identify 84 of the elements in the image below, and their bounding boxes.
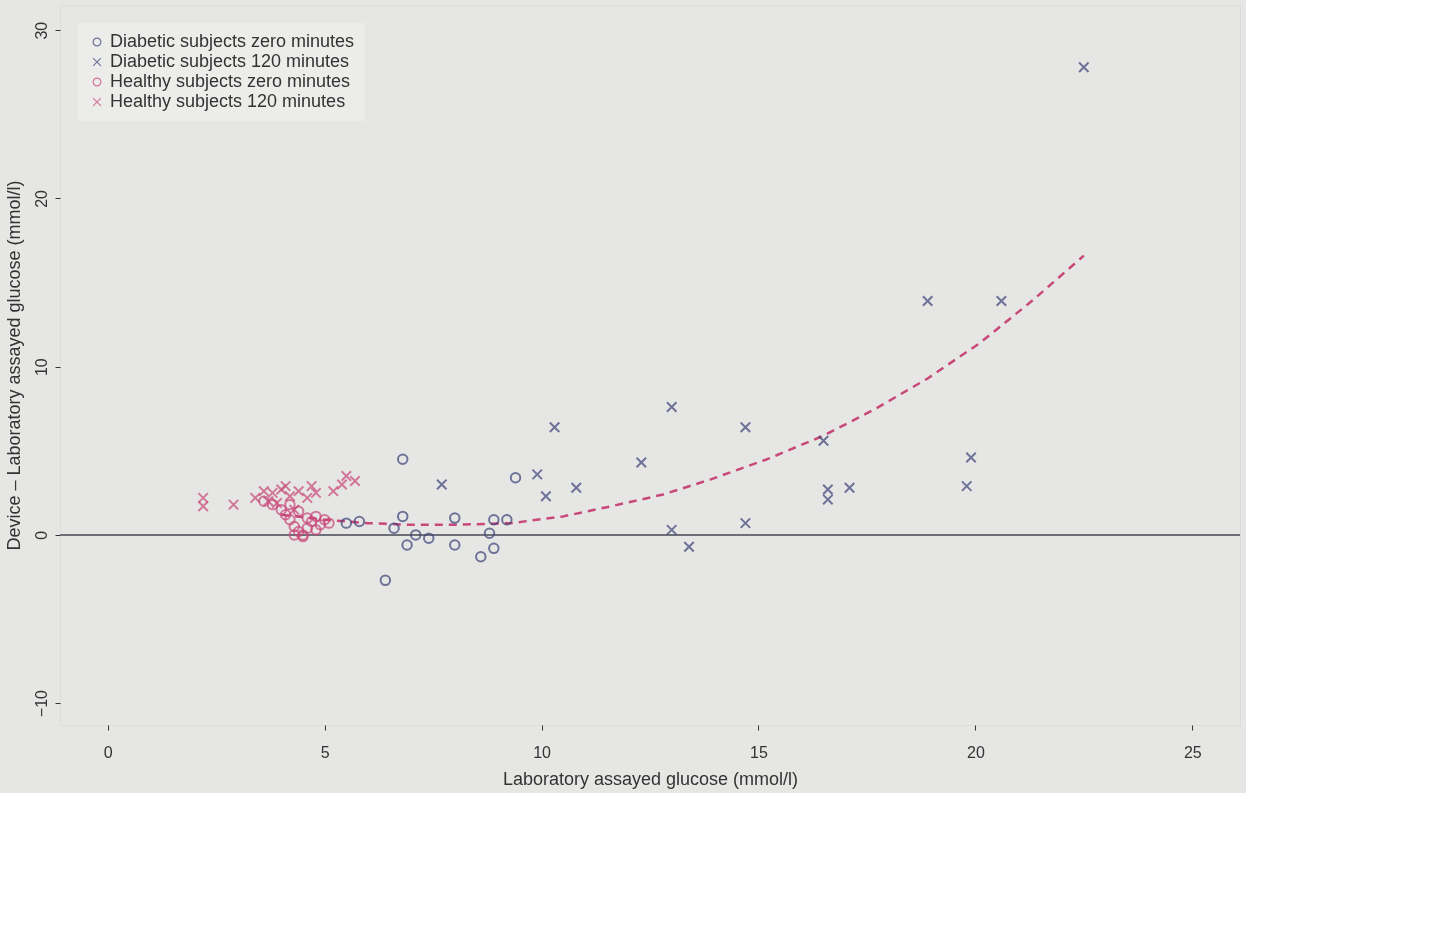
point [665,401,678,413]
point [739,421,752,433]
point [843,482,856,494]
y-tick-label: 10 [32,358,50,377]
point [275,483,287,496]
point [501,514,513,526]
y-tick-label: 30 [32,21,50,40]
point [310,487,322,499]
y-tick-label: 20 [32,189,50,208]
point [449,539,461,551]
point [266,498,279,511]
point [396,510,409,523]
x-tick-label: 20 [966,743,985,761]
point [436,478,448,491]
point [301,492,314,504]
point [284,498,296,511]
x-tick-label: 10 [533,743,552,761]
legend-label: Healthy subjects 120 minutes [110,91,346,111]
point [635,456,648,469]
point [310,510,322,523]
point [288,529,301,541]
legend-label: Diabetic subjects 120 minutes [110,51,350,71]
point [921,295,934,307]
point [336,478,348,491]
x-axis-title: Laboratory assayed glucose (mmol/l) [502,768,799,789]
point [305,480,318,492]
point [323,517,335,529]
point [284,490,296,502]
point [318,514,331,526]
point [340,517,353,529]
point [817,434,830,447]
point [305,515,318,528]
point [227,498,240,511]
point [279,480,292,492]
point [488,514,500,526]
point [488,542,500,555]
point [292,525,305,538]
y-tick-label: 0 [32,530,50,540]
point [739,517,752,529]
point [995,295,1008,307]
point [1078,61,1090,73]
point [284,514,296,526]
point [531,468,543,481]
y-axis-title: Device – Laboratory assayed glucose (mmol/l) [3,180,24,551]
y-tick-label: −10 [32,689,50,718]
x-tick-label: 15 [750,743,768,761]
point [548,421,561,433]
point [423,532,435,544]
point [262,495,274,507]
point [292,485,305,497]
point [449,512,461,524]
point [665,524,678,536]
point [409,529,422,541]
point [275,503,287,516]
point [310,524,322,536]
x-tick-label: 25 [1183,743,1202,761]
legend-label: Healthy subjects zero minutes [110,71,351,91]
point [353,515,366,528]
point [509,471,522,484]
point [379,574,392,587]
point [570,482,582,494]
point [401,539,413,551]
x-tick-label: 0 [103,743,113,761]
point [288,520,301,533]
point [483,527,496,539]
point [271,497,283,509]
legend-label: Diabetic subjects zero minutes [110,31,355,51]
point [301,522,314,534]
point [340,470,353,482]
point [475,551,487,563]
point [327,485,340,497]
point [388,522,400,534]
point [301,512,314,524]
point [249,492,261,504]
point [683,540,695,553]
point [540,490,552,502]
x-tick-label: 5 [320,743,330,761]
line-series [280,254,1086,527]
point [349,475,361,487]
point [960,480,973,492]
point [258,485,270,497]
point [314,519,327,531]
point [396,453,409,465]
point [965,451,977,464]
